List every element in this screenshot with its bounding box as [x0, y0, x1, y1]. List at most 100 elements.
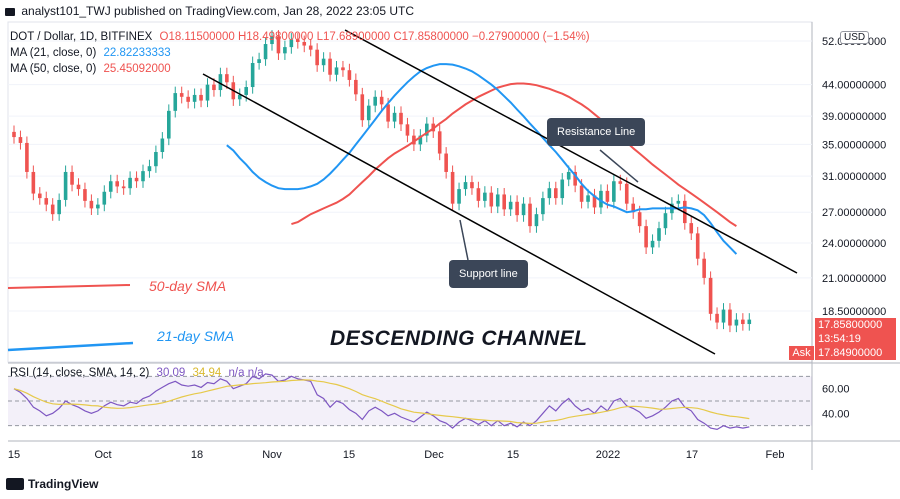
candle-body — [463, 182, 468, 190]
candle-body — [392, 112, 397, 122]
candle-body — [425, 123, 429, 136]
rsi-value: 30.09 — [156, 367, 186, 379]
time-tick-label: 17 — [686, 449, 698, 461]
price-tick-label: 18.50000000 — [822, 306, 886, 318]
candle-body — [192, 94, 197, 102]
support-line-annotation: Support line — [449, 260, 528, 288]
candle-body — [702, 258, 706, 278]
candle-body — [657, 228, 661, 241]
candle-body — [379, 96, 384, 105]
currency-badge[interactable]: USD — [840, 31, 870, 44]
candle-body — [566, 171, 571, 180]
candle-body — [695, 233, 700, 259]
candle-body — [308, 45, 313, 50]
candle-body — [637, 212, 642, 227]
candle-body — [276, 36, 281, 54]
publish-header: analyst101_TWJ published on TradingView.… — [5, 4, 414, 18]
candle-body — [199, 94, 203, 101]
candle-body — [412, 135, 416, 145]
ohlc-values: O18.11500000 H18.49800000 L17.68900000 C… — [159, 31, 590, 43]
candle-body — [173, 93, 178, 111]
price-tick-label: 39.00000000 — [822, 111, 886, 123]
price-tick-label: 44.00000000 — [822, 80, 886, 92]
candle-body — [50, 204, 55, 215]
candle-body — [689, 223, 694, 234]
resistance-pointer — [599, 149, 639, 183]
candle-body — [283, 47, 287, 54]
candle-body — [341, 67, 345, 71]
candle-body — [186, 96, 190, 102]
candle-body — [167, 110, 171, 139]
candle-body — [747, 319, 752, 325]
candle-body — [663, 213, 668, 229]
candle-body — [631, 203, 635, 213]
candle-body — [624, 183, 629, 204]
footer-brand: TradingView — [28, 477, 99, 491]
price-tick-label: 35.00000000 — [822, 139, 886, 151]
rsi-label[interactable]: RSI (14, close, SMA, 14, 2) — [10, 367, 150, 379]
symbol-label[interactable]: DOT / Dollar, 1D, BITFINEX — [10, 31, 153, 43]
support-channel-line — [202, 73, 716, 355]
candle-body — [38, 193, 42, 199]
candle-body — [225, 74, 229, 83]
legend-ma50-row: MA (50, close, 0) 25.45092000 — [10, 63, 171, 75]
candle-body — [289, 39, 294, 48]
candle-body — [270, 36, 274, 45]
sma50-annotation: 50-day SMA — [149, 278, 227, 294]
candle-body — [18, 137, 23, 143]
candle-body — [650, 240, 655, 248]
time-tick-label: 15 — [343, 449, 355, 461]
ask-label: Ask — [789, 346, 814, 360]
candle-body — [315, 49, 319, 66]
candle-body — [250, 63, 255, 88]
candle-body — [212, 84, 216, 91]
candle-body — [218, 74, 223, 91]
candle-body — [321, 58, 326, 66]
candle-body — [83, 189, 87, 201]
candle-body — [554, 188, 558, 199]
candle-body — [508, 201, 513, 210]
candle-body — [644, 226, 648, 248]
resistance-channel-line — [344, 29, 798, 274]
candle-body — [296, 39, 300, 43]
candle-body — [154, 152, 158, 167]
candle-body — [205, 84, 210, 101]
candle-body — [44, 198, 49, 205]
price-tick-label: 21.00000000 — [822, 273, 886, 285]
candle-body — [263, 44, 268, 60]
candle-body — [521, 203, 526, 216]
candle-body — [25, 142, 29, 172]
candle-body — [573, 171, 577, 186]
legend-rsi-row: RSI (14, close, SMA, 14, 2) 30.09 34.94 … — [10, 367, 264, 379]
candle-body — [515, 201, 519, 216]
time-tick-label: 15 — [507, 449, 519, 461]
candle-body — [70, 171, 74, 185]
candle-body — [302, 42, 307, 46]
candle-body — [457, 189, 461, 204]
time-tick-label: 15 — [8, 449, 20, 461]
ma21-label[interactable]: MA (21, close, 0) — [10, 47, 97, 59]
candle-body — [528, 203, 532, 227]
candle-body — [334, 67, 339, 75]
footer: TradingView — [6, 477, 98, 491]
candle-body — [244, 87, 248, 95]
ma21-line — [226, 63, 738, 255]
candle-body — [715, 313, 719, 323]
candle-body — [57, 199, 61, 215]
rsi-line — [13, 373, 750, 431]
candle-body — [489, 192, 494, 207]
publish-text: analyst101_TWJ published on TradingView.… — [21, 4, 415, 18]
legend-symbol-row: DOT / Dollar, 1D, BITFINEX O18.11500000 … — [10, 31, 590, 43]
resistance-line-annotation: Resistance Line — [547, 118, 646, 146]
time-tick-label: Nov — [262, 449, 282, 461]
ma50-value: 25.45092000 — [103, 63, 171, 75]
candle-body — [547, 188, 552, 199]
candle-body — [386, 104, 390, 122]
candle-body — [128, 177, 132, 189]
candle-body — [586, 195, 590, 202]
candle-body — [328, 58, 332, 75]
candle-body — [354, 79, 358, 95]
tradingview-logo-icon — [5, 7, 15, 16]
ma50-label[interactable]: MA (50, close, 0) — [10, 63, 97, 75]
sma21-annotation: 21-day SMA — [157, 328, 235, 344]
